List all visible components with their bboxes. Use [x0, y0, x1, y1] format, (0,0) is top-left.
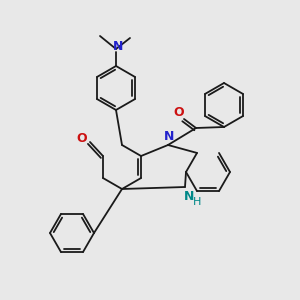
- Text: N: N: [184, 190, 194, 202]
- Text: N: N: [164, 130, 174, 143]
- Text: N: N: [113, 40, 123, 53]
- Text: H: H: [193, 197, 201, 207]
- Text: O: O: [174, 106, 184, 119]
- Text: O: O: [77, 131, 87, 145]
